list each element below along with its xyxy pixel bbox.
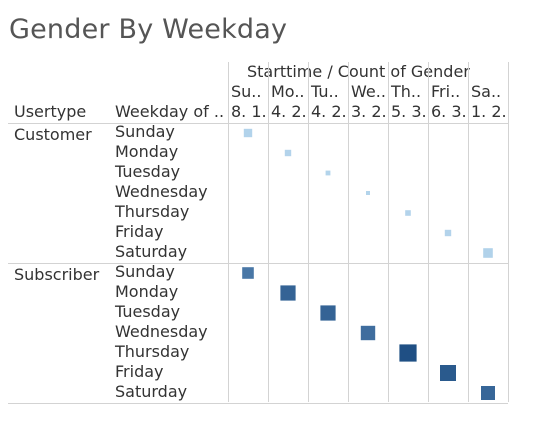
row-header-weekday: Weekday of .. [115,102,225,121]
weekday-label: Saturday [115,242,188,261]
column-header-2: Tu.. [311,82,339,101]
row-header-usertype: Usertype [14,102,87,121]
column-value-6: 1. 2. [471,102,507,121]
weekday-label: Monday [115,282,179,301]
usertype-label-subscriber: Subscriber [14,265,100,284]
column-header-5: Fri.. [431,82,461,101]
weekday-label: Tuesday [115,302,181,321]
chart-title: Gender By Weekday [9,14,288,45]
column-header-0: Su.. [231,82,262,101]
weekday-label: Monday [115,142,179,161]
heat-mark-customer-tuesday [325,170,331,176]
weekday-label: Saturday [115,382,188,401]
column-header-6: Sa.. [471,82,502,101]
column-header-4: Th.. [391,82,422,101]
heat-mark-customer-monday [284,149,292,157]
column-value-1: 4. 2. [271,102,307,121]
heat-mark-subscriber-saturday [481,386,495,400]
weekday-label: Thursday [115,202,190,221]
weekday-label: Sunday [115,262,175,281]
weekday-label: Friday [115,222,164,241]
heat-mark-subscriber-friday [440,365,456,381]
column-value-2: 4. 2. [311,102,347,121]
heat-mark-customer-wednesday [366,191,370,195]
weekday-label: Sunday [115,122,175,141]
heat-mark-customer-sunday [243,128,253,138]
heat-mark-subscriber-monday [280,285,296,301]
weekday-label: Friday [115,362,164,381]
heat-mark-customer-friday [444,229,452,237]
heat-mark-customer-saturday [483,248,493,258]
heat-mark-customer-thursday [405,210,411,216]
heat-mark-subscriber-tuesday [320,305,336,321]
column-value-5: 6. 3. [431,102,467,121]
column-header-3: We.. [351,82,386,101]
heat-mark-subscriber-wednesday [360,325,376,341]
column-value-0: 8. 1. [231,102,267,121]
column-value-4: 5. 3. [391,102,427,121]
heat-mark-subscriber-sunday [242,267,254,279]
column-value-3: 3. 2. [351,102,387,121]
weekday-label: Tuesday [115,162,181,181]
heat-mark-subscriber-thursday [399,344,417,362]
weekday-label: Wednesday [115,322,208,341]
column-measure-header: Starttime / Count of Gender [247,62,470,81]
weekday-label: Thursday [115,342,190,361]
usertype-label-customer: Customer [14,125,92,144]
column-header-1: Mo.. [271,82,305,101]
weekday-label: Wednesday [115,182,208,201]
